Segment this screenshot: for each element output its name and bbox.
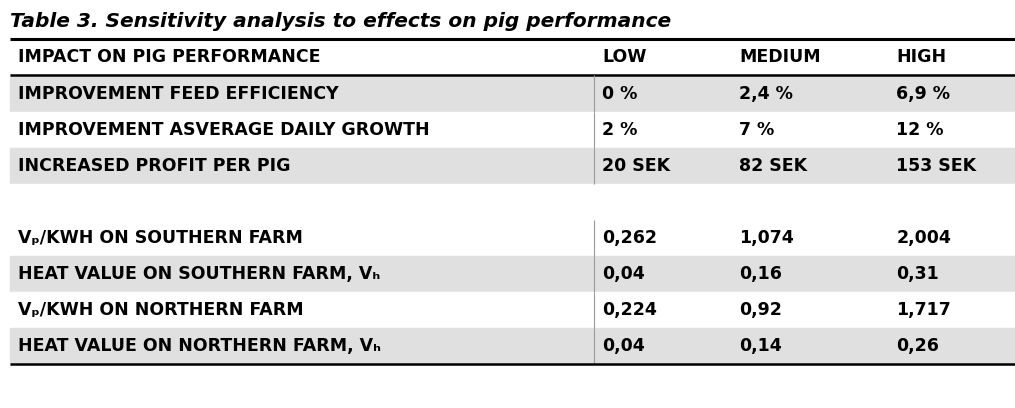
Text: 0,04: 0,04 [602,265,645,283]
Text: 7 %: 7 % [739,120,774,139]
Text: 0,16: 0,16 [739,265,782,283]
Text: Vₚ/KWH ON SOUTHERN FARM: Vₚ/KWH ON SOUTHERN FARM [18,228,303,247]
Text: IMPACT ON PIG PERFORMANCE: IMPACT ON PIG PERFORMANCE [18,49,321,67]
Bar [10,256,1015,292]
Text: MEDIUM: MEDIUM [739,49,820,67]
Text: 0,14: 0,14 [739,337,782,355]
Text: 0,92: 0,92 [739,301,782,319]
Bar [10,184,1015,220]
Text: 20 SEK: 20 SEK [602,157,670,175]
Bar [10,111,1015,148]
Text: 2 %: 2 % [602,120,637,139]
Text: 6,9 %: 6,9 % [896,84,950,102]
Text: 82 SEK: 82 SEK [739,157,807,175]
Text: HIGH: HIGH [896,49,946,67]
Text: LOW: LOW [602,49,647,67]
Text: HEAT VALUE ON NORTHERN FARM, Vₕ: HEAT VALUE ON NORTHERN FARM, Vₕ [18,337,382,355]
Bar [10,148,1015,184]
Bar [10,328,1015,364]
Text: 153 SEK: 153 SEK [896,157,976,175]
Bar [10,292,1015,328]
Text: HEAT VALUE ON SOUTHERN FARM, Vₕ: HEAT VALUE ON SOUTHERN FARM, Vₕ [18,265,381,283]
Text: 0,262: 0,262 [602,228,657,247]
Text: 0,04: 0,04 [602,337,645,355]
Text: 0,224: 0,224 [602,301,657,319]
Text: 12 %: 12 % [896,120,944,139]
Text: 1,717: 1,717 [896,301,951,319]
Bar [10,75,1015,111]
Bar [10,40,1015,75]
Text: IMPROVEMENT ASVERAGE DAILY GROWTH: IMPROVEMENT ASVERAGE DAILY GROWTH [18,120,430,139]
Text: 2,004: 2,004 [896,228,951,247]
Text: INCREASED PROFIT PER PIG: INCREASED PROFIT PER PIG [18,157,290,175]
Bar [10,220,1015,256]
Text: 0 %: 0 % [602,84,637,102]
Text: Vₚ/KWH ON NORTHERN FARM: Vₚ/KWH ON NORTHERN FARM [18,301,303,319]
Text: 1,074: 1,074 [739,228,794,247]
Text: 0,26: 0,26 [896,337,939,355]
Text: 0,31: 0,31 [896,265,939,283]
Text: 2,4 %: 2,4 % [739,84,793,102]
Text: Table 3. Sensitivity analysis to effects on pig performance: Table 3. Sensitivity analysis to effects… [10,12,671,31]
Text: IMPROVEMENT FEED EFFICIENCY: IMPROVEMENT FEED EFFICIENCY [18,84,339,102]
